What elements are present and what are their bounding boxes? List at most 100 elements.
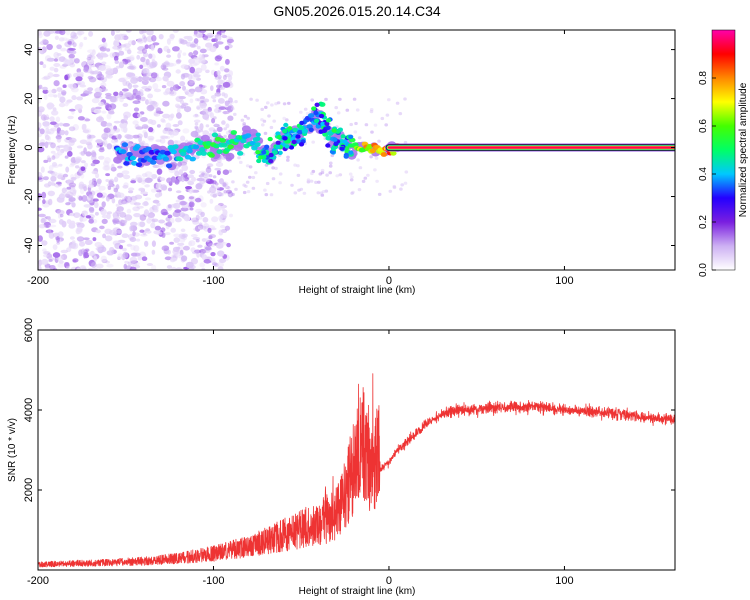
noise-blob [74,172,81,179]
noise-blob [139,214,147,221]
noise-blob [177,52,181,59]
noise-blob [164,127,172,132]
ridge-branch [264,144,270,149]
colorbar-ramp [711,29,736,271]
noise-blob [42,199,46,205]
noise-blob [38,193,42,198]
noise-blob [173,233,181,238]
noise-blob [129,266,137,270]
ridge-point [230,130,237,135]
colorbar-label: Normalized spectral amplitude [738,82,749,217]
noise-blob [38,177,43,180]
noise-blob [58,37,65,42]
noise-blob [122,251,129,259]
noise-blob [223,134,227,138]
noise-blob [147,99,153,105]
ridge-point [195,151,203,156]
ridge-point [221,142,228,148]
noise-blob [87,143,93,150]
ridge-branch [311,106,317,111]
noise-blob [167,139,175,147]
noise-blob [199,57,206,62]
noise-blob [125,134,134,140]
noise-blob [163,245,169,251]
noise-blob [227,115,234,121]
noise-blob [51,110,59,116]
noise-blob [203,38,211,41]
noise-blob [144,184,150,188]
noise-blob [44,141,49,149]
noise-blob [86,56,92,61]
noise-blob [101,214,108,219]
noise-blob [45,114,50,121]
noise-blob [255,98,259,102]
noise-blob [94,87,103,93]
noise-blob [189,66,195,74]
noise-blob [245,164,250,168]
noise-blob [126,72,133,78]
noise-blob [154,193,161,198]
noise-blob [160,135,169,139]
noise-blob [84,239,93,245]
noise-blob [361,179,366,183]
noise-blob [338,173,343,177]
noise-blob [189,43,196,48]
noise-blob [187,35,193,42]
noise-blob [204,34,209,39]
noise-blob [78,195,83,201]
noise-blob [217,74,222,80]
noise-blob [173,237,181,243]
noise-blob [274,102,278,106]
noise-blob [208,235,213,240]
noise-blob [164,232,171,236]
noise-blob [180,228,186,233]
noise-blob [55,116,61,123]
noise-blob [174,103,181,108]
noise-blob [101,110,107,114]
noise-blob [225,123,230,129]
snr-series-line [38,373,675,568]
noise-blob [317,180,321,184]
noise-blob [403,97,407,101]
noise-blob [166,265,172,269]
noise-blob [263,188,267,192]
colorbar-tick-label: 0.4 [698,167,709,181]
noise-blob [190,90,195,95]
noise-blob [79,42,84,47]
noise-blob [48,198,53,206]
ridge-branch [308,127,314,132]
noise-blob [264,105,268,109]
noise-blob [58,260,64,264]
noise-blob [128,187,135,191]
noise-blob [196,32,203,38]
noise-blob [216,189,221,193]
noise-blob [56,181,62,185]
noise-blob [85,151,92,157]
noise-blob [50,142,56,149]
noise-blob [46,102,55,110]
noise-blob [141,48,148,54]
noise-blob [38,172,43,178]
noise-blob [139,64,144,70]
noise-blob [260,118,264,122]
noise-blob [269,125,274,130]
noise-blob [189,98,194,104]
noise-blob [100,88,108,92]
noise-blob [167,114,174,121]
noise-blob [68,182,77,188]
noise-blob [272,119,277,123]
noise-blob [57,92,62,99]
ridge-branch [333,141,339,147]
noise-blob [98,155,105,160]
noise-blob [91,262,97,268]
ridge-branch [284,144,290,149]
noise-blob [154,104,158,110]
noise-blob [191,176,196,182]
noise-blob [100,52,107,56]
noise-blob [125,30,132,33]
noise-blob [124,214,133,221]
noise-blob [207,227,212,233]
noise-blob [150,72,158,79]
noise-blob [350,191,354,195]
noise-blob [203,223,210,229]
